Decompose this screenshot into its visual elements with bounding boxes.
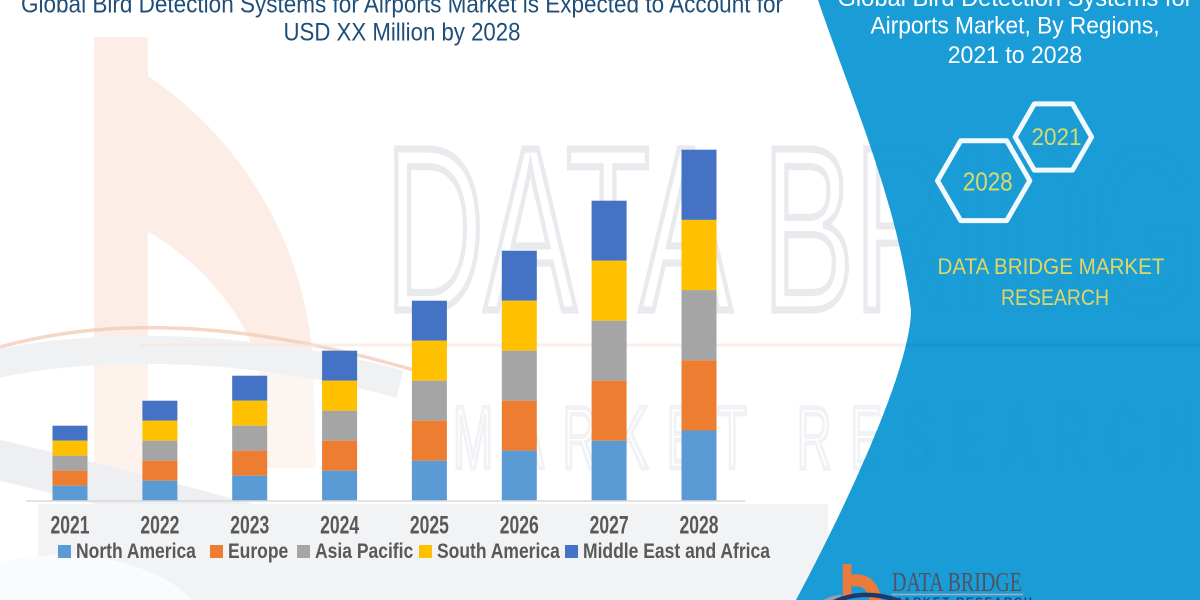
svg-text:DATA BRIDGE: DATA BRIDGE xyxy=(892,567,1022,597)
svg-text:Global Bird Detection Systems: Global Bird Detection Systems for Airpor… xyxy=(21,0,783,18)
svg-text:2025: 2025 xyxy=(410,511,449,539)
svg-text:North America: North America xyxy=(76,539,196,563)
svg-text:RESEARCH: RESEARCH xyxy=(1001,285,1109,310)
svg-text:2023: 2023 xyxy=(230,511,269,539)
svg-text:Airports Market, By Regions,: Airports Market, By Regions, xyxy=(871,12,1160,39)
svg-text:MARKET RESEARCH: MARKET RESEARCH xyxy=(892,596,1034,600)
svg-text:USD XX Million by 2028: USD XX Million by 2028 xyxy=(284,18,521,46)
svg-text:Middle East and Africa: Middle East and Africa xyxy=(583,539,770,563)
svg-text:2028: 2028 xyxy=(963,167,1013,197)
svg-text:2027: 2027 xyxy=(590,511,629,539)
svg-text:Europe: Europe xyxy=(228,539,288,563)
svg-text:2021 to 2028: 2021 to 2028 xyxy=(948,42,1083,69)
svg-text:2021: 2021 xyxy=(51,511,90,539)
svg-text:Global Bird Detection Systems: Global Bird Detection Systems for xyxy=(838,0,1193,12)
svg-text:DATA BRIDGE MARKET: DATA BRIDGE MARKET xyxy=(938,254,1165,279)
svg-text:2028: 2028 xyxy=(680,511,719,539)
svg-text:2024: 2024 xyxy=(320,511,359,539)
svg-text:2026: 2026 xyxy=(500,511,539,539)
svg-text:Asia Pacific: Asia Pacific xyxy=(315,539,413,563)
svg-text:2022: 2022 xyxy=(140,511,179,539)
svg-text:South America: South America xyxy=(437,539,560,563)
svg-text:2021: 2021 xyxy=(1032,124,1082,151)
